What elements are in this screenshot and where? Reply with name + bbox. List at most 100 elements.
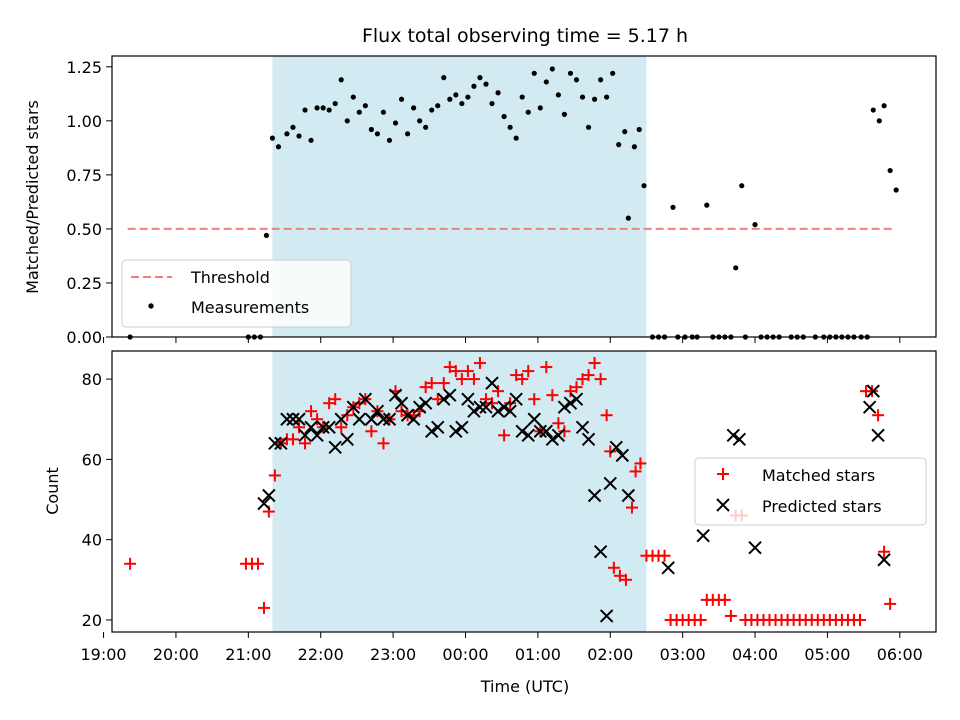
predicted-star-marker — [877, 553, 891, 567]
predicted-star-marker — [268, 436, 282, 451]
predicted-star-marker — [726, 428, 741, 443]
measurement-point — [641, 183, 647, 189]
measurement-point — [380, 109, 387, 115]
predicted-star-marker — [871, 428, 885, 443]
measurement-point — [598, 77, 604, 83]
predicted-star-marker — [575, 420, 590, 434]
measurement-point — [441, 75, 447, 81]
measurement-point — [495, 90, 501, 96]
measurement-point — [392, 120, 399, 126]
measurement-point — [489, 100, 495, 107]
measurement-point — [549, 66, 555, 72]
matched-star-marker — [353, 397, 366, 410]
predicted-star-marker — [521, 428, 535, 443]
measurement-point — [567, 70, 574, 76]
predicted-star-marker — [274, 436, 288, 451]
measurement-point — [585, 124, 592, 130]
y-tick-label: 0.25 — [66, 274, 102, 293]
matched-star-marker — [588, 357, 601, 370]
measurement-point — [284, 131, 290, 137]
predicted-star-marker — [425, 424, 439, 438]
predicted-star-marker — [298, 428, 312, 443]
matched-star-marker — [853, 613, 866, 626]
predicted-star-marker — [503, 404, 517, 418]
bottom-legend: Matched stars Predicted stars — [694, 457, 927, 526]
measurement-point — [332, 100, 338, 107]
x-tick-label: 04:00 — [732, 645, 778, 664]
matched-star-marker — [443, 361, 456, 374]
top-legend-box — [121, 259, 352, 328]
predicted-star-marker — [545, 432, 560, 447]
predicted-star-marker — [316, 420, 330, 434]
measurement-point — [411, 105, 417, 111]
measurement-point — [417, 118, 423, 124]
predicted-star-marker — [455, 420, 469, 434]
top-axes-frame — [111, 55, 937, 338]
legend-matched-label: Matched stars — [762, 466, 875, 485]
measurement-point — [465, 94, 471, 100]
matched-star-marker — [552, 417, 565, 430]
predicted-star-marker — [696, 528, 710, 543]
predicted-star-marker — [593, 545, 608, 559]
top-y-ticks: 0.00 0.25 0.50 0.75 1.00 1.25 — [66, 58, 112, 347]
predicted-star-marker — [748, 540, 762, 555]
x-tick-label: 21:00 — [225, 645, 271, 664]
measurement-point — [314, 105, 320, 111]
predicted-star-marker — [732, 432, 747, 447]
measurement-point — [386, 137, 393, 143]
predicted-star-marker — [388, 388, 403, 402]
matched-star-marker — [634, 457, 647, 470]
predicted-star-marker — [382, 412, 397, 426]
predicted-star-marker — [406, 412, 421, 426]
predicted-star-marker — [661, 561, 675, 575]
measurement-point — [543, 79, 549, 85]
measurement-point — [525, 109, 531, 115]
x-tick-label: 05:00 — [804, 645, 850, 664]
matched-star-marker — [694, 613, 707, 626]
matched-star-marker — [658, 549, 671, 562]
top-legend: Threshold Measurements — [121, 259, 352, 328]
predicted-star-marker — [328, 440, 342, 455]
measurement-point — [459, 100, 465, 107]
measurement-point — [290, 124, 296, 130]
y-tick-label: 0.50 — [66, 220, 102, 239]
predicted-star-marker — [862, 400, 877, 414]
measurement-point — [591, 96, 598, 102]
matched-star-marker — [258, 601, 271, 614]
measurement-point — [636, 126, 642, 133]
predicted-star-marker — [418, 396, 433, 410]
y-tick-label: 1.25 — [66, 58, 102, 77]
predicted-star-marker — [485, 376, 499, 390]
matched-star-marker — [498, 429, 511, 442]
predicted-star-marker — [412, 400, 427, 414]
predicted-star-marker — [539, 424, 554, 438]
matched-star-marker — [510, 369, 523, 382]
measurement-point — [429, 107, 435, 113]
measurement-point — [350, 94, 356, 100]
star-count-points — [124, 357, 897, 626]
matched-star-marker — [377, 437, 390, 450]
measurement-point — [356, 109, 362, 115]
measurement-point — [616, 142, 622, 148]
measurement-point — [296, 133, 302, 139]
predicted-star-marker — [581, 432, 596, 447]
matched-star-marker — [607, 561, 620, 574]
predicted-star-marker — [340, 432, 354, 447]
measurement-point — [263, 232, 270, 239]
measurement-point — [887, 167, 893, 174]
legend-predicted-label: Predicted stars — [762, 497, 882, 516]
matched-star-marker — [419, 381, 432, 394]
predicted-star-marker — [400, 408, 415, 422]
matched-star-marker — [299, 437, 312, 450]
predicted-star-marker — [437, 392, 451, 406]
bottom-y-axis-label: Count — [43, 467, 62, 515]
matched-star-marker — [486, 397, 499, 410]
predicted-star-marker — [491, 404, 505, 418]
measurement-point — [704, 202, 710, 208]
predicted-star-marker — [280, 412, 294, 426]
measurement-point — [453, 92, 459, 98]
predicted-star-marker — [551, 428, 566, 443]
predicted-star-marker — [364, 412, 379, 426]
predicted-star-marker — [587, 488, 602, 503]
measurement-point — [368, 126, 374, 133]
